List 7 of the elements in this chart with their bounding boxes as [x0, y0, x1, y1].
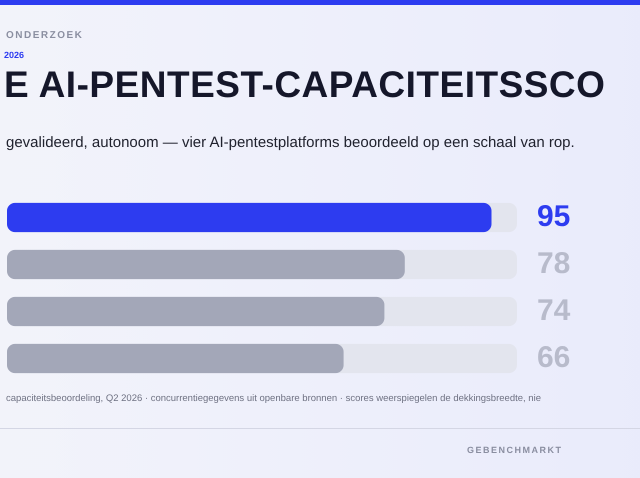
text: 2026: [4, 50, 24, 60]
chart-subtitle: gevalideerd, autonoom — vier AI-pentestplatforms beoordeeld op een schaal van rop.: [6, 133, 576, 153]
text: ONDERZOEK: [6, 30, 84, 41]
data-label: 95: [537, 200, 570, 233]
chart-title: E AI-PENTEST-CAPACITEITSSCO: [4, 64, 606, 106]
text: GEBENCHMARKT: [467, 445, 562, 455]
text: capaciteitsbeoordeling, Q2 2026 · concurrentiegegevens uit openbare bronnen · scores weerspiegelen de dekkingsbreedte, nie: [6, 393, 542, 404]
